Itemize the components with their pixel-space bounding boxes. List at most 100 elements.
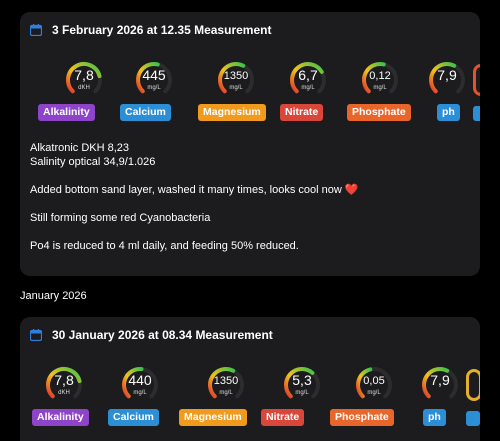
gauge-magnesium[interactable]: 1350 mg/L Magnesium — [179, 365, 252, 429]
gauge-row: 7,8 dKH Alkalinity 440 mg/L Calcium 1350… — [20, 365, 480, 429]
card-header: 3 February 2026 at 12.35 Measurement — [30, 21, 271, 39]
calendar-icon — [30, 329, 42, 341]
gauge-arc — [122, 367, 144, 399]
gauge-value: 440 — [128, 372, 152, 388]
gauge-arc — [290, 62, 324, 94]
gauge-calcium[interactable]: 445 mg/L Calcium — [120, 60, 180, 124]
measurement-card-1[interactable]: 3 February 2026 at 12.35 Measurement 7,8… — [20, 12, 480, 276]
gauge-ring — [427, 60, 467, 100]
gauge-value: 1350 — [213, 375, 239, 387]
gauge-arc-svg — [66, 62, 102, 94]
gauge-value: 0,12 — [369, 70, 391, 82]
gauge-alkalinity[interactable]: 7,8 dKH Alkalinity — [38, 60, 110, 124]
gauge-ring — [134, 60, 174, 100]
gauge-arc-svg — [46, 367, 82, 399]
calendar-icon — [30, 24, 42, 36]
gauge-value: 1350 — [223, 70, 249, 82]
gauge-arc — [208, 367, 236, 399]
measurement-card-2[interactable]: 30 January 2026 at 08.34 Measurement 7,8… — [20, 317, 480, 441]
gauge-arc-svg — [284, 367, 320, 399]
gauge-value: 445 — [142, 67, 166, 83]
gauge-ring — [120, 365, 160, 405]
note-line: Salinity optical 34,9/1.026 — [30, 156, 156, 168]
note-line: Po4 is reduced to 4 ml daily, and feedin… — [30, 240, 299, 252]
gauge-unit: mg/L — [133, 390, 147, 396]
gauge-value: 0,05 — [363, 375, 385, 387]
gauge-unit: dKH — [78, 85, 90, 91]
gauge-calcium[interactable]: 440 mg/L Calcium — [108, 365, 166, 429]
gauge-arc — [356, 367, 373, 399]
gauge-unit: mg/L — [301, 85, 315, 91]
badge-magnesium: Magnesium — [179, 409, 247, 426]
badge-ph: ph — [437, 104, 460, 121]
gauge-value: 7,9 — [430, 372, 450, 388]
gauge-value: 5,3 — [292, 372, 312, 388]
gauge-ring — [420, 365, 460, 405]
gauge-ring — [288, 60, 328, 100]
gauge-arc — [422, 367, 450, 399]
gauge-phosphate[interactable]: 0,05 mg/L Phosphate — [330, 365, 400, 429]
measurement-notes: Alkatronic DKH 8,23 Salinity optical 34,… — [30, 141, 359, 253]
gauge-arc-svg — [362, 62, 398, 94]
gauge-arc-svg — [136, 62, 172, 94]
gauge-arc-svg — [356, 367, 392, 399]
gauge-arc — [66, 62, 102, 94]
gauge-arc-svg — [429, 62, 465, 94]
card-header: 30 January 2026 at 08.34 Measurement — [30, 326, 273, 344]
card-title: 3 February 2026 at 12.35 Measurement — [52, 23, 272, 37]
gauge-nitrate[interactable]: 5,3 mg/L Nitrate — [261, 365, 328, 429]
gauge-value: 7,8 — [74, 67, 94, 83]
gauge-arc — [362, 62, 386, 94]
note-text: Added bottom sand layer, washed it many … — [30, 184, 342, 196]
badge-ph: ph — [423, 409, 446, 426]
gauge-value: 7,9 — [437, 67, 457, 83]
section-header: January 2026 — [20, 290, 87, 302]
badge-alkalinity: Alkalinity — [38, 104, 95, 121]
gauge-arc-svg — [422, 367, 458, 399]
gauge-ring — [216, 60, 256, 100]
gauge-magnesium[interactable]: 1350 mg/L Magnesium — [198, 60, 266, 124]
gauge-ring — [354, 365, 394, 405]
badge-phosphate: Phosphate — [347, 104, 411, 121]
gauge-unit: mg/L — [295, 390, 309, 396]
heart-icon: ❤️ — [344, 184, 359, 196]
badge-calcium: Calcium — [120, 104, 171, 121]
gauge-arc-svg — [122, 367, 158, 399]
note-line: Alkatronic DKH 8,23 — [30, 142, 130, 154]
gauge-row: 7,8 dKH Alkalinity 445 mg/L Calcium 1350… — [20, 60, 480, 124]
card-title: 30 January 2026 at 08.34 Measurement — [52, 328, 273, 342]
badge-calcium: Calcium — [108, 409, 159, 426]
gauge-arc-svg — [290, 62, 326, 94]
gauge-value: 6,7 — [298, 67, 318, 83]
gauge-unit: mg/L — [367, 390, 381, 396]
gauge-arc-svg — [208, 367, 244, 399]
gauge-unit: mg/L — [219, 390, 233, 396]
gauge-arc — [429, 62, 457, 94]
badge-alkalinity: Alkalinity — [32, 409, 89, 426]
gauge-ring — [282, 365, 322, 405]
note-line: Still forming some red Cyanobacteria — [30, 212, 211, 224]
gauge-ring — [206, 365, 246, 405]
gauge-unit: mg/L — [373, 85, 387, 91]
gauge-arc — [284, 367, 315, 399]
gauge-arc — [136, 62, 160, 94]
gauge-nitrate[interactable]: 6,7 mg/L Nitrate — [280, 60, 334, 124]
gauge-unit: dKH — [58, 390, 70, 396]
gauge-ring — [44, 365, 84, 405]
gauge-alkalinity[interactable]: 7,8 dKH Alkalinity — [32, 365, 90, 429]
note-line: Added bottom sand layer, washed it many … — [30, 183, 359, 197]
gauge-ring — [64, 60, 104, 100]
badge-magnesium: Magnesium — [198, 104, 266, 121]
badge-phosphate: Phosphate — [330, 409, 394, 426]
badge-nitrate: Nitrate — [261, 409, 305, 426]
gauge-value: 7,8 — [54, 372, 74, 388]
gauge-arc-svg — [218, 62, 254, 94]
gauge-arc — [218, 62, 246, 94]
gauge-unit: mg/L — [229, 85, 243, 91]
gauge-ph[interactable]: 7,9 ph — [414, 365, 466, 429]
gauge-arc — [46, 367, 82, 399]
gauge-ring — [360, 60, 400, 100]
gauge-partial — [473, 60, 480, 124]
gauge-ph[interactable]: 7,9 ph — [421, 60, 473, 124]
gauge-phosphate[interactable]: 0,12 mg/L Phosphate — [347, 60, 411, 124]
